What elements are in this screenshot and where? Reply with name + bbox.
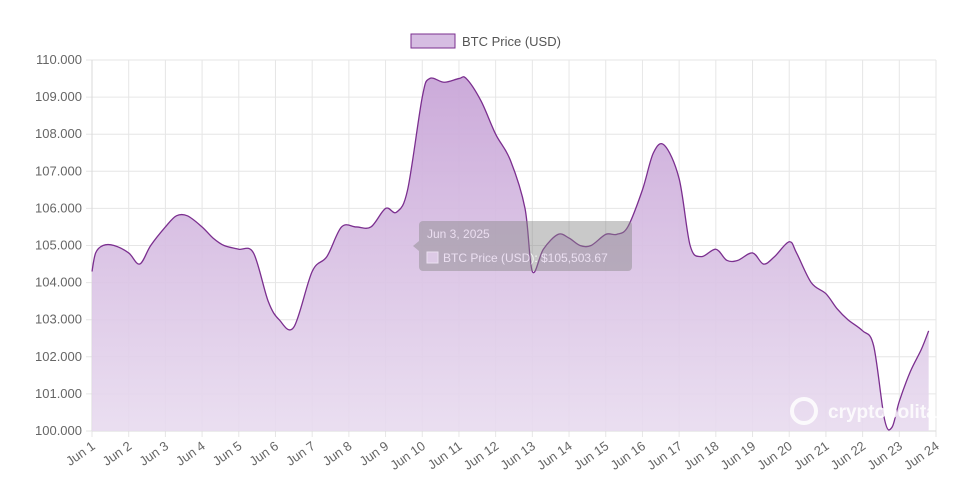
- tooltip-box: [419, 221, 632, 271]
- series-line[interactable]: [91, 76, 930, 431]
- y-tick-label: 109.000: [35, 89, 82, 104]
- series-area: [92, 76, 929, 431]
- x-tick-label: Jun 4: [173, 438, 208, 469]
- y-axis-labels: 100.000 101.000 102.000 103.000 104.000 105.0…: [35, 52, 82, 438]
- legend-swatch: [410, 33, 456, 49]
- x-tick-label: Jun 5: [210, 438, 245, 469]
- watermark-text: cryptopolitan: [828, 402, 948, 423]
- y-tick-label: 105.000: [35, 238, 82, 253]
- x-tick-label: Jun 10: [387, 438, 428, 473]
- x-tick-label: Jun 3: [136, 438, 171, 469]
- y-tick-label: 103.000: [35, 312, 82, 327]
- x-tick-label: Jun 14: [534, 438, 575, 473]
- x-tick-label: Jun 1: [63, 438, 98, 469]
- x-tick-label: Jun 19: [718, 438, 759, 473]
- x-tick-label: Jun 7: [283, 438, 318, 469]
- x-tick-label: Jun 21: [791, 438, 832, 473]
- y-tick-label: 108.000: [35, 126, 82, 141]
- x-tick-label: Jun 8: [320, 438, 355, 469]
- tooltip-title: Jun 3, 2025: [427, 227, 490, 241]
- x-tick-label: Jun 20: [754, 438, 795, 473]
- x-tick-label: Jun 18: [681, 438, 722, 473]
- y-tick-label: 110.000: [36, 52, 82, 67]
- x-tick-label: Jun 12: [461, 438, 502, 473]
- x-tick-label: Jun 16: [608, 438, 649, 473]
- x-tick-label: Jun 2: [100, 438, 135, 469]
- tooltip-body: BTC Price (USD): $105,503.67: [443, 251, 608, 265]
- legend[interactable]: BTC Price (USD): [410, 33, 561, 49]
- y-tick-label: 106.000: [35, 200, 82, 215]
- area-layer: [91, 76, 930, 431]
- y-tick-label: 101.000: [35, 386, 82, 401]
- y-tick-label: 100.000: [35, 423, 82, 438]
- x-tick-label: Jun 15: [571, 438, 612, 473]
- x-tick-label: Jun 11: [425, 438, 465, 472]
- x-tick-label: Jun 17: [644, 438, 685, 473]
- x-tick-label: Jun 9: [357, 438, 392, 469]
- y-tick-label: 104.000: [35, 275, 82, 290]
- y-tick-label: 102.000: [35, 349, 82, 364]
- tooltip: Jun 3, 2025 BTC Price (USD): $105,503.67: [413, 221, 632, 271]
- tooltip-caret: [413, 241, 419, 251]
- tooltip-swatch: [426, 251, 439, 264]
- watermark: cryptopolitan: [790, 397, 948, 425]
- x-tick-label: Jun 13: [497, 438, 538, 473]
- x-tick-label: Jun 23: [864, 438, 905, 473]
- x-tick-label: Jun 24: [901, 438, 942, 473]
- x-axis-labels: Jun 1 Jun 2 Jun 3 Jun 4 Jun 5 Jun 6 Jun 7 Jun 8…: [63, 438, 942, 473]
- watermark-logo-icon: [790, 397, 818, 425]
- x-tick-label: Jun 6: [247, 438, 282, 469]
- legend-label: BTC Price (USD): [462, 34, 561, 49]
- y-tick-label: 107.000: [35, 163, 82, 178]
- x-tick-label: Jun 22: [828, 438, 869, 473]
